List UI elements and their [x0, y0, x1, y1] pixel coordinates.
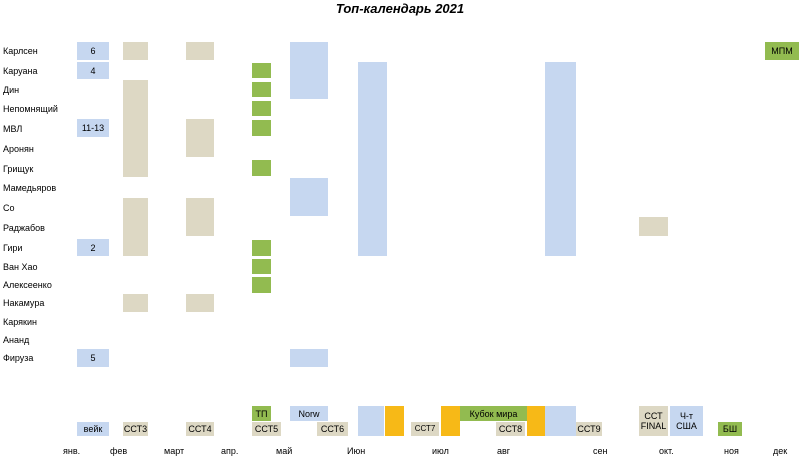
tp-cell [252, 259, 271, 274]
sst3-cell [123, 80, 148, 177]
player-name: Мамедьяров [3, 183, 57, 193]
legend-sst7: ССТ7 [411, 422, 439, 436]
player-name: Фируза [3, 353, 34, 363]
norway-cell [290, 42, 328, 99]
legend-sst4: ССТ4 [186, 422, 214, 436]
month-label: окт. [659, 446, 674, 456]
legend-gct-kub [545, 406, 576, 436]
player-name: Гири [3, 243, 23, 253]
wijk-cell-carlsen: 6 [77, 42, 109, 60]
wijk-cell-firouzja: 5 [77, 349, 109, 367]
legend-sst8: ССТ8 [496, 422, 525, 436]
tp-cell [252, 82, 271, 97]
player-name: Алексеенко [3, 280, 52, 290]
legend-usa-championship: Ч-т США [670, 406, 703, 436]
sst4-cell [186, 198, 214, 236]
player-name: Карлсен [3, 46, 38, 56]
legend-norway: Norw [290, 406, 328, 421]
month-label: сен [593, 446, 608, 456]
sst-final-cell [639, 217, 668, 236]
sst3-cell [123, 198, 148, 256]
sst4-cell [186, 119, 214, 157]
legend-sst-final: ССТ FINAL [639, 406, 668, 436]
player-name: МВЛ [3, 124, 23, 134]
calendar-title: Топ-календарь 2021 [335, 1, 465, 16]
legend-gct-zagreb [441, 406, 460, 436]
gct-bucharest-cell [358, 62, 387, 256]
player-name: Карякин [3, 317, 37, 327]
norway-cell [290, 178, 328, 216]
month-label: Июн [347, 446, 366, 456]
month-label: июл [432, 446, 449, 456]
player-name: Дин [3, 85, 20, 95]
tp-cell [252, 101, 271, 116]
month-label: янв. [63, 446, 81, 456]
player-name: Каруана [3, 66, 38, 76]
sst4-cell [186, 294, 214, 312]
sst3-cell [123, 42, 148, 60]
legend-sst6: ССТ6 [317, 422, 348, 436]
tp-cell [252, 277, 271, 293]
tp-cell [252, 160, 271, 176]
legend-wijk: вейк [77, 422, 109, 436]
norway-cell [290, 349, 328, 367]
player-name: Накамура [3, 298, 45, 308]
wijk-cell-caruana: 4 [77, 62, 109, 79]
player-name: Непомнящий [3, 104, 58, 114]
player-name: Со [3, 203, 15, 213]
sst3-cell [123, 294, 148, 312]
tp-cell [252, 240, 271, 256]
player-name: Аронян [3, 144, 34, 154]
legend-gct-paris [385, 406, 404, 436]
legend-sst5: ССТ5 [252, 422, 281, 436]
month-label: ноя [724, 446, 739, 456]
month-label: авг [497, 446, 511, 456]
player-name: Ван Хао [3, 262, 38, 272]
month-label: май [276, 446, 293, 456]
player-name: Раджабов [3, 223, 45, 233]
month-label: март [164, 446, 185, 456]
tp-cell [252, 120, 271, 136]
legend-gct-stlouis [527, 406, 545, 436]
month-label: дек [773, 446, 788, 456]
player-name: Ананд [3, 335, 30, 345]
tp-cell [252, 63, 271, 78]
wijk-cell-giri: 2 [77, 239, 109, 256]
sst4-cell [186, 42, 214, 60]
mpm-cell: МПМ [765, 42, 799, 60]
legend-sst9: ССТ9 [576, 422, 602, 436]
legend-tp: ТП [252, 406, 271, 421]
wijk-cell-mvl: 11-13 [77, 119, 109, 137]
legend-gct-bucharest [358, 406, 384, 436]
month-label: фев [110, 446, 128, 456]
gct-kub-cell [545, 62, 576, 256]
legend-bsh: БШ [718, 422, 742, 436]
player-name: Грищук [3, 164, 34, 174]
month-label: апр. [221, 446, 239, 456]
legend-sst3: ССТ3 [123, 422, 148, 436]
legend-world-cup: Кубок мира [460, 406, 527, 421]
